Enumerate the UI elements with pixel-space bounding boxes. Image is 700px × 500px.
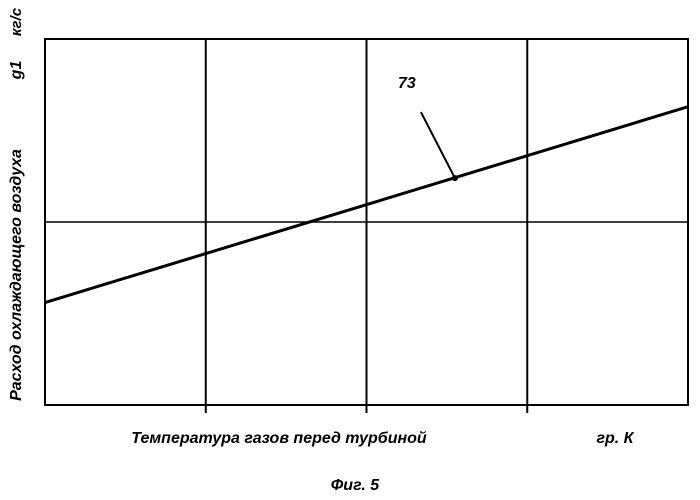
grid-lines [45, 39, 688, 413]
figure-caption: Фиг. 5 [331, 477, 380, 494]
x-axis-unit: гр. К [596, 430, 634, 447]
annotation-leader-line-1 [420, 111, 456, 179]
series-layer [44, 105, 689, 304]
series-line-1 [44, 105, 689, 304]
annotation-layer: 73 [398, 75, 458, 182]
x-axis-label: Температура газов перед турбиной [131, 430, 427, 447]
annotation-label-1: 73 [398, 75, 416, 92]
annotation-point-1 [451, 175, 458, 182]
y-axis-label: Расход охлаждающего воздуха [8, 149, 25, 401]
y-axis-symbol: g1 [8, 61, 25, 81]
y-axis-unit: кг/с [8, 7, 25, 36]
plot-frame [44, 38, 689, 406]
